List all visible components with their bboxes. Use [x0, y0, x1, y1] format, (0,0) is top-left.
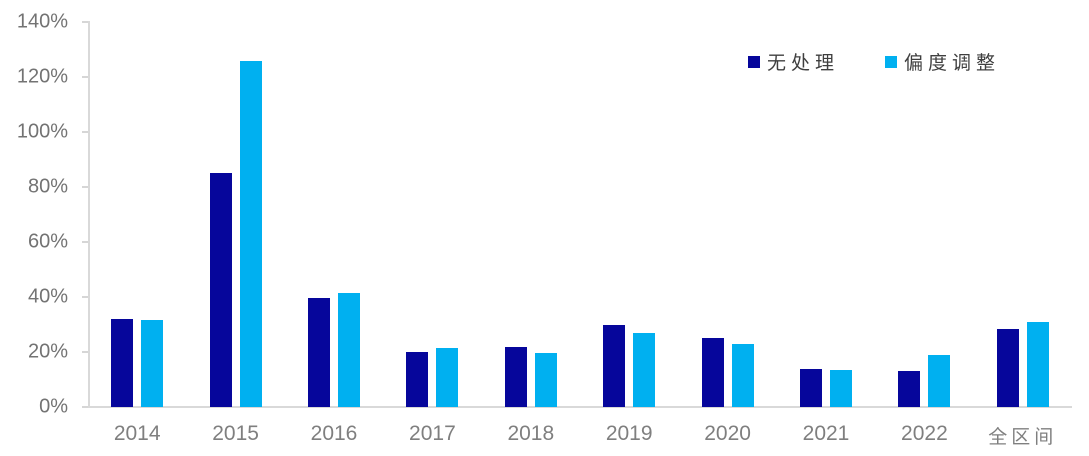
bar-group-全区间 — [996, 321, 1049, 407]
bar-偏度调整-2022 — [928, 354, 951, 407]
bar-group-2016 — [308, 292, 360, 407]
bar-无处理-2019 — [603, 324, 626, 407]
y-tick-label: 140% — [16, 10, 68, 33]
bar-偏度调整-2016 — [338, 292, 360, 407]
bar-无处理-2015 — [209, 173, 232, 407]
y-tick-label: 60% — [27, 230, 68, 253]
legend-swatch-light-blue — [885, 55, 898, 68]
legend-label-series-2: 偏度调整 — [904, 52, 1001, 74]
y-tick-mark — [82, 131, 89, 133]
y-tick-label: 120% — [16, 65, 68, 88]
x-category-label-2016: 2016 — [310, 422, 358, 445]
x-category-label-2020: 2020 — [704, 422, 751, 445]
x-category-label-2022: 2022 — [901, 422, 948, 445]
bar-偏度调整-2020 — [731, 343, 754, 407]
x-category-label-2014: 2014 — [113, 422, 161, 445]
bar-group-2021 — [800, 368, 852, 407]
bar-偏度调整-2015 — [239, 60, 262, 407]
bar-偏度调整-2019 — [633, 332, 656, 407]
y-tick-mark — [82, 296, 89, 298]
bar-偏度调整-2014 — [141, 320, 164, 407]
bar-无处理-全区间 — [996, 328, 1019, 407]
y-tick-mark — [82, 406, 89, 408]
x-category-label-2015: 2015 — [212, 422, 259, 445]
y-tick-mark — [82, 21, 89, 23]
y-tick-label: 20% — [27, 340, 68, 363]
x-category-label-2018: 2018 — [507, 422, 555, 445]
legend-label-series-1: 无处理 — [767, 52, 840, 74]
bar-偏度调整-2021 — [830, 369, 852, 407]
x-category-label-全区间: 全区间 — [988, 426, 1058, 448]
y-tick-mark — [82, 76, 89, 78]
bar-group-2019 — [603, 324, 656, 407]
bar-group-2022 — [898, 354, 951, 407]
legend-item-series-2: 偏度调整 — [885, 48, 1000, 75]
bar-无处理-2017 — [406, 352, 429, 407]
x-category-label-2017: 2017 — [409, 422, 456, 445]
bar-无处理-2021 — [800, 368, 822, 407]
bar-group-2018 — [504, 346, 557, 407]
bar-无处理-2018 — [504, 346, 527, 407]
x-axis-line — [88, 406, 1072, 408]
y-tick-label: 80% — [27, 175, 68, 198]
bar-无处理-2020 — [701, 338, 724, 407]
bar-group-2020 — [701, 338, 754, 407]
x-category-label-2021: 2021 — [802, 422, 850, 445]
chart-legend: 无处理 偏度调整 — [748, 48, 1000, 75]
y-tick-mark — [82, 351, 89, 353]
y-tick-label: 0% — [39, 395, 68, 418]
bar-无处理-2022 — [898, 371, 921, 407]
y-tick-mark — [82, 186, 89, 188]
legend-item-series-1: 无处理 — [748, 48, 839, 75]
bar-无处理-2014 — [111, 319, 134, 407]
bar-group-2014 — [111, 319, 164, 407]
y-tick-mark — [82, 241, 89, 243]
bar-偏度调整-全区间 — [1026, 321, 1049, 407]
x-category-label-2019: 2019 — [605, 422, 653, 445]
bar-无处理-2016 — [308, 298, 330, 407]
y-axis-line — [88, 21, 90, 408]
bar-group-2015 — [209, 60, 262, 407]
bar-偏度调整-2018 — [534, 353, 557, 407]
bar-偏度调整-2017 — [436, 347, 459, 407]
y-tick-label: 40% — [27, 285, 68, 308]
legend-swatch-dark-blue — [748, 55, 760, 68]
bar-group-2017 — [406, 347, 459, 407]
y-tick-label: 100% — [16, 120, 68, 143]
